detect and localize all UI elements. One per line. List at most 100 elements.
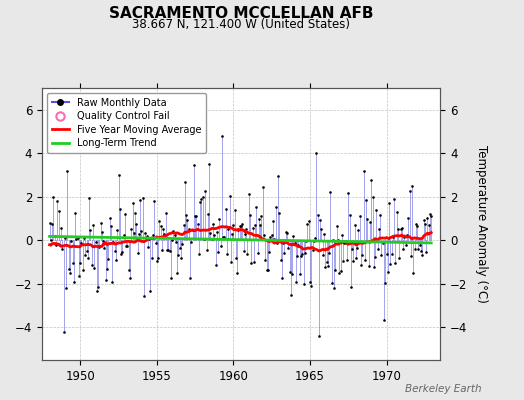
Point [385,200,394,206]
Point [313,212,322,218]
Point [263,266,271,273]
Point [340,240,348,247]
Point [330,284,339,291]
Point [356,213,364,219]
Point [172,238,180,245]
Point [123,243,132,250]
Point [348,246,356,252]
Point [121,211,129,217]
Point [351,222,359,228]
Point [290,240,299,246]
Point [269,218,277,224]
Point [214,249,222,256]
Point [288,271,296,277]
Point [329,237,337,244]
Point [227,259,235,265]
Point [401,242,410,248]
Point [196,199,204,206]
Point [64,266,73,272]
Point [117,251,125,257]
Point [336,268,345,274]
Point [353,245,362,252]
Point [321,264,330,271]
Point [57,224,66,231]
Point [184,226,193,232]
Point [144,244,152,250]
Point [413,223,421,229]
Point [324,263,332,270]
Point [255,216,263,222]
Point [325,250,333,256]
Point [279,240,287,246]
Point [47,236,55,243]
Point [197,196,205,202]
Point [326,189,335,195]
Legend: Raw Monthly Data, Quality Control Fail, Five Year Moving Average, Long-Term Tren: Raw Monthly Data, Quality Control Fail, … [47,93,206,153]
Point [176,245,184,252]
Point [82,248,91,255]
Point [297,252,305,259]
Point [93,287,101,294]
Point [254,250,262,256]
Point [322,258,331,265]
Point [357,262,365,268]
Point [137,228,146,234]
Point [328,280,336,286]
Point [423,215,432,221]
Point [346,284,355,290]
Point [421,220,429,227]
Point [383,251,391,258]
Point [94,284,102,290]
Point [368,194,377,201]
Point [414,246,423,253]
Point [233,270,242,276]
Point [223,251,231,257]
Point [278,275,286,281]
Point [271,204,280,210]
Point [408,183,416,189]
Point [168,237,176,243]
Text: 38.667 N, 121.400 W (United States): 38.667 N, 121.400 W (United States) [132,18,350,31]
Point [267,232,276,238]
Point [140,293,148,300]
Point [78,240,86,246]
Point [252,204,260,210]
Point [95,244,104,250]
Point [222,206,230,212]
Point [188,226,196,233]
Point [422,248,430,255]
Point [277,257,285,264]
Point [215,216,224,222]
Point [410,246,419,252]
Point [342,240,350,246]
Point [236,223,244,229]
Point [179,222,188,228]
Point [331,267,340,273]
Point [349,258,357,264]
Point [85,194,93,201]
Point [359,168,368,174]
Point [316,217,324,223]
Point [287,292,295,298]
Point [377,252,386,258]
Point [56,242,64,248]
Point [122,243,130,249]
Point [89,222,97,229]
Point [242,226,250,232]
Point [299,280,308,287]
Point [160,231,169,237]
Point [266,234,275,240]
Point [399,245,407,252]
Point [191,213,199,219]
Point [113,226,122,233]
Point [308,247,316,253]
Point [49,194,58,200]
Point [126,275,134,281]
Point [365,263,373,269]
Point [366,219,374,225]
Point [306,279,314,285]
Point [409,270,418,276]
Point [294,242,303,248]
Point [374,245,382,252]
Point [71,210,79,217]
